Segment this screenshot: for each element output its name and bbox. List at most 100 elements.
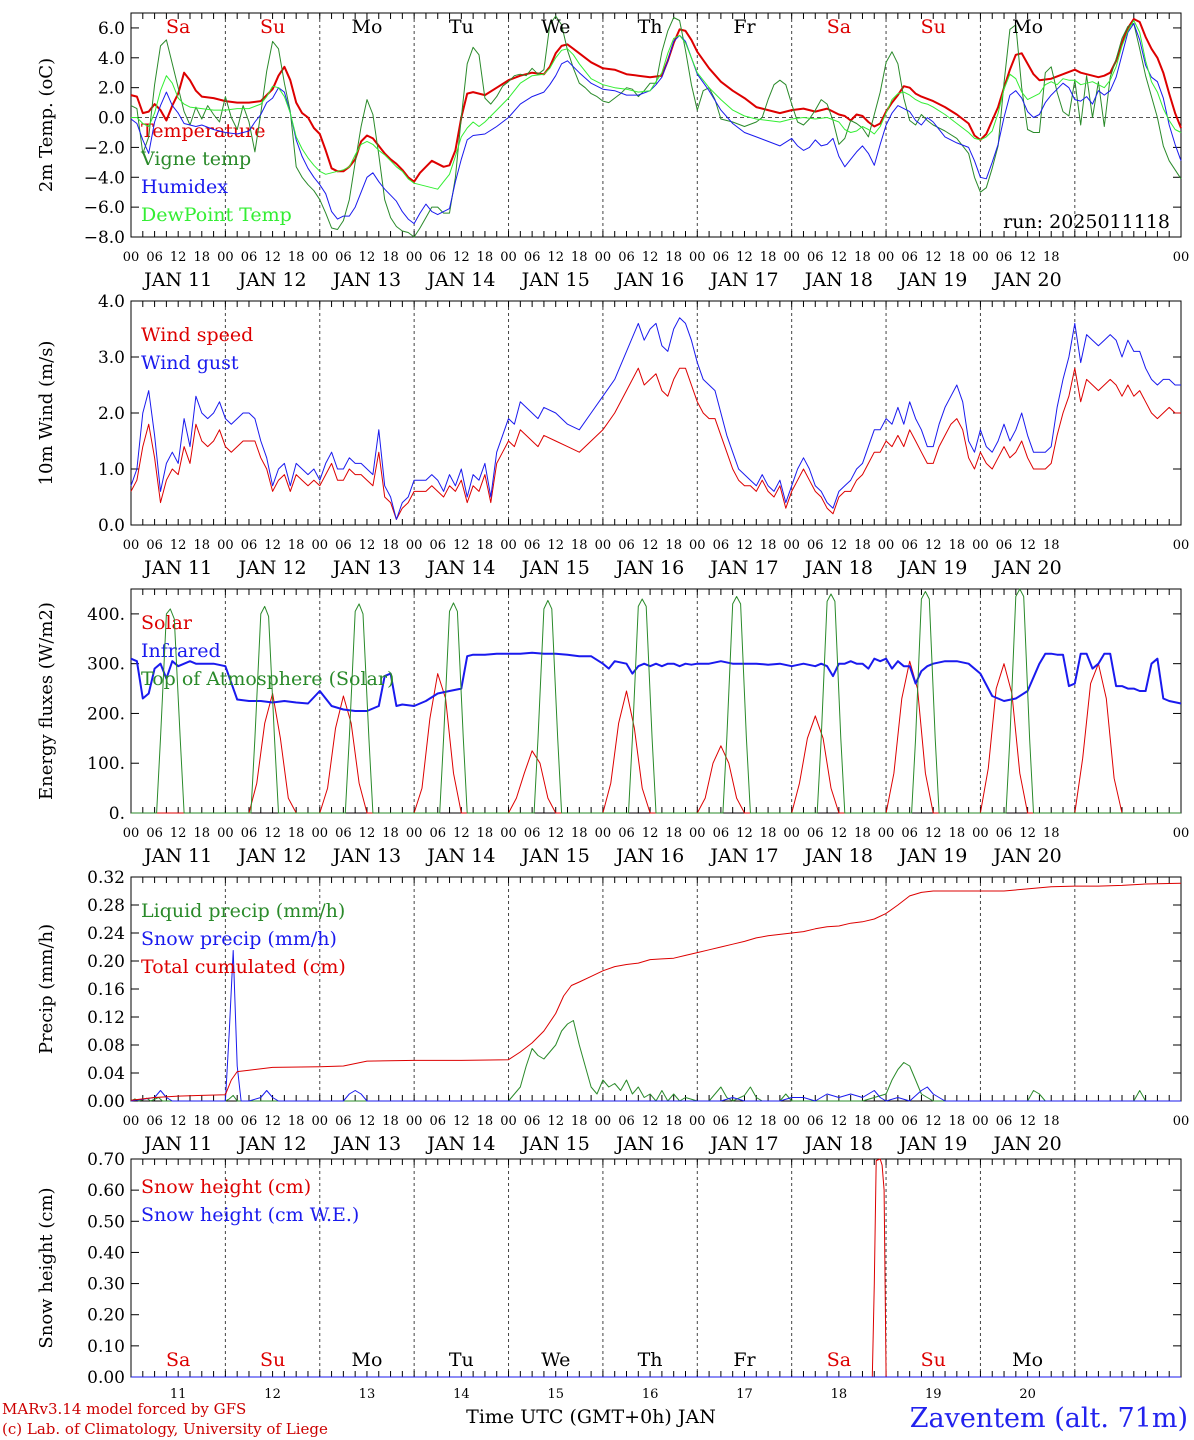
hour-label: 00 [689, 826, 706, 841]
hour-label: 12 [831, 250, 848, 265]
hour-label: 12 [453, 538, 470, 553]
hour-label: 12 [264, 826, 281, 841]
panel-temp: −8.0 −6.0 −4.0 −2.0 0.0 2.0 4.0 6.0 2m Temp. (oC… [36, 12, 1190, 291]
hour-label: 18 [571, 1114, 588, 1129]
hour-label: 18 [571, 538, 588, 553]
legend-entry: Wind speed [141, 324, 253, 346]
y-tick-label: 400. [87, 605, 125, 625]
hour-label: 06 [241, 826, 258, 841]
date-label: JAN 17 [708, 269, 778, 291]
hour-label: 06 [618, 826, 635, 841]
series-line-liquid-precip-mm-h- [130, 1020, 1181, 1102]
hour-label: 18 [760, 826, 777, 841]
series-line-wind-speed [130, 367, 1181, 520]
date-label: JAN 11 [142, 1133, 212, 1155]
date-label: JAN 15 [520, 269, 590, 291]
day-number-label: 20 [1019, 1387, 1036, 1402]
date-label: JAN 15 [520, 557, 590, 579]
y-tick-label: −2.0 [84, 138, 125, 158]
date-label: JAN 13 [331, 845, 401, 867]
date-label: JAN 11 [142, 557, 212, 579]
hour-label: 00 [878, 1114, 895, 1129]
weekday-label: Su [260, 1349, 285, 1371]
hour-label: 12 [1019, 538, 1036, 553]
hour-label: 00 [123, 1114, 140, 1129]
date-label: JAN 19 [897, 1133, 967, 1155]
date-label: JAN 19 [897, 269, 967, 291]
date-label: JAN 20 [992, 845, 1062, 867]
hour-label: 06 [335, 1114, 352, 1129]
hour-label: 12 [1019, 250, 1036, 265]
hour-label: 12 [547, 826, 564, 841]
weekday-label: Fr [733, 1349, 756, 1371]
hour-label: 18 [665, 1114, 682, 1129]
hour-label: 00 [1173, 250, 1190, 265]
day-number-label: 15 [547, 1387, 564, 1402]
hour-label: 00 [406, 1114, 423, 1129]
hour-label: 18 [854, 1114, 871, 1129]
legend-entry: Snow height (cm) [141, 1176, 311, 1198]
date-label: JAN 17 [708, 845, 778, 867]
hour-label: 18 [949, 826, 966, 841]
hour-label: 12 [925, 1114, 942, 1129]
hour-label: 12 [264, 250, 281, 265]
weekday-label: We [541, 16, 570, 38]
hour-label: 18 [194, 1114, 211, 1129]
hour-label: 18 [477, 826, 494, 841]
hour-label: 00 [406, 250, 423, 265]
weekday-label: Sa [166, 1349, 190, 1371]
legend-entry: Infrared [141, 640, 221, 662]
hour-label: 18 [665, 826, 682, 841]
station-label: Zaventem (alt. 71m) [910, 1403, 1188, 1434]
y-axis-label: Precip (mm/h) [36, 924, 57, 1054]
date-label: JAN 18 [803, 1133, 873, 1155]
hour-label: 00 [595, 250, 612, 265]
hour-label: 06 [807, 538, 824, 553]
date-label: JAN 17 [708, 557, 778, 579]
y-tick-label: 6.0 [98, 19, 125, 39]
hour-label: 00 [595, 1114, 612, 1129]
hour-label: 18 [1043, 1114, 1060, 1129]
y-tick-label: 200. [87, 704, 125, 724]
panel-energy: 0. 100. 200. 300. 400. Energy fluxes (W/m2) So… [36, 588, 1190, 867]
hour-label: 00 [1173, 826, 1190, 841]
hour-label: 18 [382, 1114, 399, 1129]
hour-label: 00 [406, 538, 423, 553]
hour-label: 00 [123, 538, 140, 553]
hour-label: 12 [359, 538, 376, 553]
weekday-label: Sa [166, 16, 190, 38]
hour-label: 06 [146, 250, 163, 265]
hour-label: 12 [736, 538, 753, 553]
hour-label: 00 [311, 250, 328, 265]
day-number-label: 19 [925, 1387, 942, 1402]
series-line-vigne-temp [130, 15, 1182, 238]
weekday-label: Sa [827, 1349, 851, 1371]
date-label: JAN 14 [425, 1133, 495, 1155]
series-line-snow-height-cm- [131, 1158, 1181, 1378]
weekday-label: Mo [1012, 16, 1043, 38]
hour-label: 18 [382, 826, 399, 841]
hour-label: 18 [194, 538, 211, 553]
hour-label: 00 [972, 1114, 989, 1129]
hour-label: 00 [689, 538, 706, 553]
hour-label: 00 [783, 538, 800, 553]
hour-label: 06 [524, 826, 541, 841]
series-line-top-of-atmosphere-solar- [131, 588, 1181, 814]
hour-label: 06 [901, 538, 918, 553]
hour-label: 06 [996, 250, 1013, 265]
series-line-temperature [130, 18, 1182, 183]
hour-label: 00 [217, 1114, 234, 1129]
hour-label: 00 [500, 538, 517, 553]
hour-label: 06 [241, 1114, 258, 1129]
hour-label: 00 [217, 250, 234, 265]
legend-entry: Snow precip (mm/h) [141, 928, 337, 950]
hour-label: 18 [288, 250, 305, 265]
date-label: JAN 14 [425, 269, 495, 291]
hour-label: 18 [1043, 250, 1060, 265]
weekday-label: Mo [352, 16, 383, 38]
y-tick-label: 300. [87, 655, 125, 675]
panel-precip: 0.00 0.04 0.08 0.12 0.16 0.20 0.24 0.28 0.32 Prec… [36, 868, 1189, 1155]
y-tick-label: 0.70 [87, 1150, 125, 1170]
hour-label: 12 [359, 250, 376, 265]
y-axis-label: Snow height (cm) [36, 1187, 57, 1348]
